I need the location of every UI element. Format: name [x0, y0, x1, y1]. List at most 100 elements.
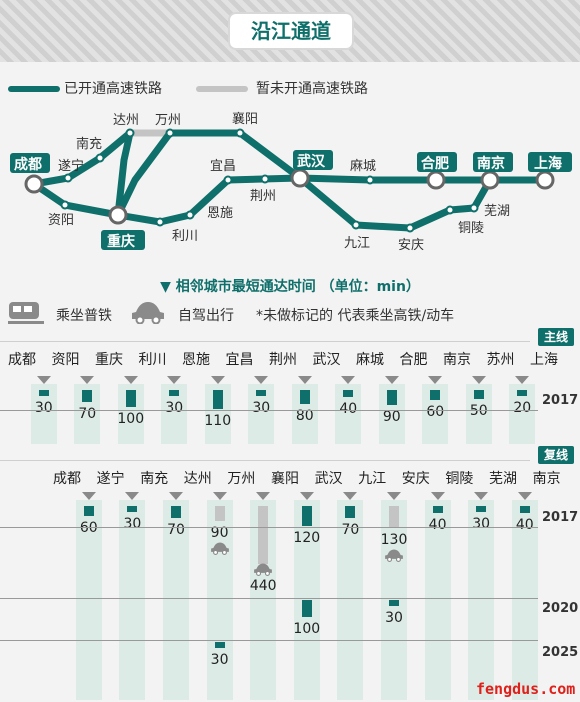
node-jiujiang — [351, 220, 361, 230]
second-city-label: 武汉 — [314, 471, 343, 487]
main-city-label: 资阳 — [51, 352, 80, 368]
second-interval-marker — [212, 492, 227, 500]
second-city-label: 万州 — [227, 471, 256, 487]
map-label-tongling: 铜陵 — [458, 221, 484, 236]
second-time-bar-2017 — [127, 506, 138, 512]
main-time-bar — [38, 390, 49, 396]
map-label-macheng: 麻城 — [350, 159, 376, 174]
main-time-bar — [82, 390, 93, 402]
map-label-jiujiang: 九江 — [344, 236, 370, 251]
main-interval-marker — [167, 376, 182, 384]
main-city-label: 南京 — [443, 352, 471, 368]
map-label-enshi: 恩施 — [207, 206, 233, 221]
hub-shanghai — [535, 170, 555, 190]
node-ziyang — [60, 200, 70, 210]
map-label-suining: 遂宁 — [58, 158, 84, 174]
second-city-label: 襄阳 — [271, 471, 299, 487]
key-car-label: 自驾出行 — [178, 308, 234, 324]
main-time-bar — [299, 390, 310, 404]
main-city-label: 宜昌 — [225, 352, 254, 368]
second-time-value-2017: 120 — [293, 530, 321, 547]
second-time-value-2017: 60 — [79, 520, 98, 537]
map-label-dazhou: 达州 — [113, 113, 139, 128]
second-ghost-column — [75, 500, 102, 700]
second-time-bar-2020 — [389, 600, 399, 606]
main-time-value: 20 — [513, 400, 532, 416]
main-time-value: 100 — [117, 411, 145, 427]
legend-open-label: 已开通高速铁路 — [64, 81, 162, 97]
second-time-bar-2017 — [476, 506, 487, 512]
second-city-label: 南京 — [532, 471, 561, 487]
main-time-bar — [212, 390, 223, 409]
main-city-label: 利川 — [138, 352, 167, 368]
second-ghost-column — [424, 500, 451, 700]
map-label-xiangyang: 襄阳 — [232, 111, 258, 127]
second-interval-marker — [256, 492, 271, 500]
legend-unopened-swatch — [196, 86, 248, 92]
second-interval-marker — [474, 492, 489, 500]
second-time-value-2020: 30 — [385, 610, 403, 626]
key-train-label: 乘坐普铁 — [56, 308, 112, 324]
second-time-value-2017: 30 — [472, 516, 491, 532]
main-time-value: 30 — [165, 400, 184, 416]
route-chengdu-chongqing — [30, 180, 122, 219]
second-ghost-column — [163, 500, 189, 700]
watermark: fengdus.com — [476, 680, 576, 698]
map-label-wuhan: 武汉 — [297, 153, 326, 170]
year-label-2017: 2017 — [542, 510, 579, 525]
node-tongling — [445, 205, 455, 215]
map-label-yichang: 宜昌 — [210, 159, 236, 174]
second-ghost-column — [119, 500, 146, 700]
main-time-bar — [343, 390, 354, 397]
train-icon — [8, 302, 44, 324]
main-time-bar — [125, 390, 136, 407]
car-icon — [132, 302, 164, 324]
main-interval-marker — [471, 376, 486, 384]
main-time-value: 40 — [339, 400, 358, 417]
main-line-divider — [0, 341, 530, 342]
main-time-bar — [386, 390, 397, 406]
second-line-badge: 复线 — [538, 446, 574, 464]
map-label-chongqing: 重庆 — [107, 233, 135, 250]
main-time-value: 30 — [34, 400, 53, 416]
second-time-value-2017: 30 — [123, 516, 142, 532]
main-interval-marker — [428, 376, 443, 384]
second-city-label: 九江 — [358, 471, 387, 487]
route-wuhan-jiujiang-nanjing — [296, 174, 494, 232]
node-wuhu — [469, 203, 479, 213]
second-interval-marker — [430, 492, 445, 500]
page-title: 沿江通道 — [230, 14, 352, 48]
year-label-2020: 2020 — [542, 601, 579, 616]
main-city-label: 上海 — [530, 352, 558, 368]
map-label-jingzhou: 荆州 — [250, 188, 276, 204]
second-time-value-2017: 130 — [380, 532, 408, 549]
second-time-value-2017: 70 — [341, 521, 360, 538]
second-time-bar-2017 — [301, 506, 312, 527]
car-icon — [254, 563, 273, 576]
second-city-label: 铜陵 — [445, 471, 474, 487]
main-interval-marker — [384, 376, 399, 384]
map-label-chengdu: 成都 — [14, 156, 42, 173]
second-ghost-column — [337, 500, 364, 700]
main-time-value: 90 — [382, 409, 401, 426]
second-city-label: 芜湖 — [489, 471, 517, 487]
second-time-value-2017: 440 — [249, 578, 277, 594]
second-interval-marker — [343, 492, 358, 500]
hub-chongqing — [108, 205, 128, 225]
second-interval-marker — [387, 492, 401, 500]
main-city-label: 合肥 — [399, 352, 428, 368]
main-interval-marker — [254, 376, 269, 384]
map-label-lichuan: 利川 — [172, 229, 198, 244]
main-interval-marker — [36, 376, 51, 384]
node-enshi — [185, 210, 195, 220]
route-chengdu-dazhou — [30, 129, 134, 188]
main-city-label: 苏州 — [486, 352, 515, 368]
map-label-ziyang: 资阳 — [48, 213, 74, 228]
second-ghost-column — [206, 500, 233, 700]
second-time-bar-2017 — [258, 506, 269, 564]
route-wanzhou-chongqing — [114, 129, 174, 219]
main-city-label: 成都 — [8, 352, 36, 368]
legend-open-swatch — [8, 86, 60, 92]
second-time-bar-2025 — [214, 642, 225, 648]
main-time-value: 110 — [204, 412, 232, 429]
